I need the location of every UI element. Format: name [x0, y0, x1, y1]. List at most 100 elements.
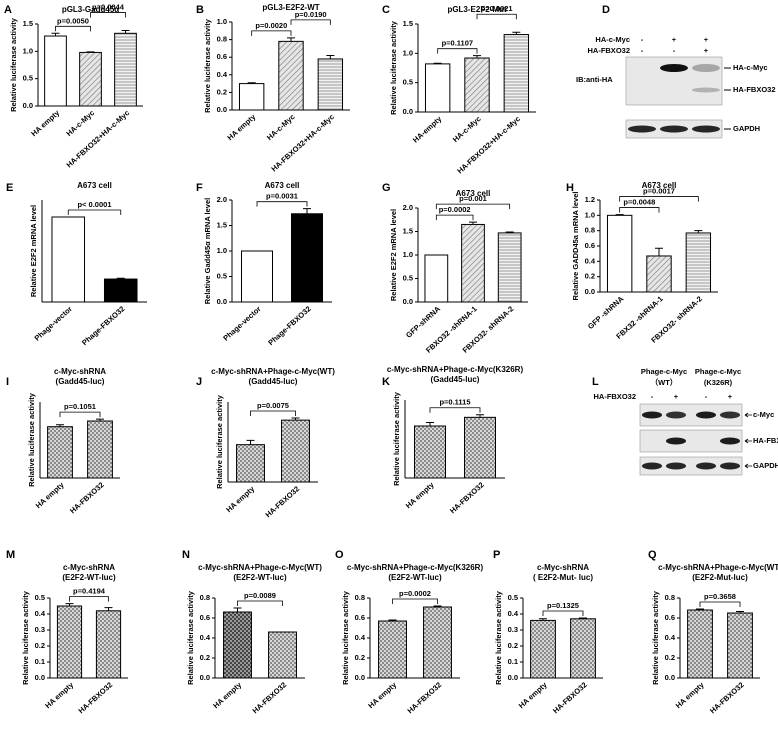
x-tick-label: HA-FBXO32+HA-c-Myc [65, 108, 132, 169]
bar [238, 83, 265, 111]
panel-letter: D [602, 4, 610, 16]
chart-subtitle: (E2F2-WT-luc) [233, 573, 287, 582]
error-bar [655, 247, 663, 256]
bar [685, 232, 712, 293]
bar [687, 609, 713, 679]
x-tick-label: HA-FBXO32 [551, 680, 589, 715]
blot-band [660, 125, 688, 133]
panel: B 0.0 0.2 0.4 0.6 0.8 1.0 Relative luciferase a… [196, 3, 350, 173]
panel-letter: Q [648, 549, 657, 561]
group-label: Phage-c-Myc [695, 367, 741, 376]
panel-letter: C [382, 4, 390, 16]
y-tick-label: 0.6 [217, 52, 227, 61]
error-bar [426, 422, 434, 426]
condition-sign: + [728, 392, 733, 401]
label-arrow [744, 463, 752, 469]
x-tick-label: HA-FBXO32 [264, 484, 302, 519]
y-tick-label: 0.2 [35, 641, 45, 650]
bar [95, 610, 122, 679]
error-bar [615, 214, 624, 216]
p-value: p=0.0017 [643, 187, 675, 196]
chart-subtitle: (E2F2-Mut-luc) [692, 573, 748, 582]
chart-title: c-Myc-shRNA+Phage-c-Myc(K326R) [347, 563, 484, 572]
y-tick-label: 0.0 [665, 673, 675, 682]
y-tick-label: 2.0 [403, 203, 413, 212]
y-axis-label: Relative luciferase activity [215, 394, 224, 489]
error-bar [116, 277, 125, 280]
error-bar [512, 31, 521, 35]
chart-subtitle: (E2F2-WT-luc) [62, 573, 116, 582]
y-tick-label: 0.6 [585, 241, 595, 250]
blot-band [692, 87, 720, 93]
error-bar [247, 82, 256, 84]
error-bar [291, 417, 300, 421]
y-axis-label: Relative luciferase activity [27, 392, 36, 487]
y-tick-label: 0.8 [665, 593, 675, 602]
bar [464, 57, 490, 113]
band-label: c-Myc [753, 410, 774, 419]
label-arrow [744, 438, 752, 444]
panel-letter: J [196, 376, 202, 388]
bar [56, 605, 83, 679]
bar [103, 278, 138, 303]
error-bar [694, 230, 703, 233]
p-value: p=0.001 [459, 194, 487, 203]
condition-sign: + [672, 35, 677, 44]
x-tick-label: HA-FBXO32 [448, 480, 486, 515]
p-value: p=0.0089 [244, 591, 276, 600]
y-axis-label: Relative luciferase activity [186, 590, 195, 685]
condition-sign: + [704, 46, 709, 55]
x-tick-label: HA empty [674, 680, 706, 710]
antibody-label: IB:anti-HA [576, 75, 613, 84]
bar [51, 216, 86, 303]
error-bar [505, 231, 514, 233]
significance-bracket [59, 411, 101, 418]
p-value: p=0.0031 [266, 192, 298, 201]
y-axis-label: Relative E2F2 mRNA level [29, 205, 38, 297]
chart-title: c-Myc-shRNA [54, 367, 106, 376]
bar [424, 254, 449, 303]
error-bar [96, 418, 104, 421]
blot-band [696, 462, 716, 470]
panel-letter: A [4, 4, 12, 16]
panel: H 0.0 0.2 0.4 0.6 0.8 1.0 1.2 Relative GADD45a m… [566, 181, 718, 345]
x-tick-label: Phage-vector [33, 304, 74, 343]
bar [236, 444, 265, 483]
blot-band [642, 411, 662, 419]
y-tick-label: 0.2 [217, 87, 227, 96]
panel-letter: E [6, 182, 13, 194]
blot-band [660, 64, 688, 72]
y-tick-label: 1.5 [217, 220, 227, 229]
bar [47, 426, 73, 479]
chart-subtitle: ( E2F2-Mut- luc) [533, 573, 593, 582]
panel: F 0.0 0.5 1.0 1.5 2.0 Relative Gadd45α mRNA le… [196, 181, 332, 347]
bar [317, 58, 344, 111]
y-tick-label: 0.4 [200, 633, 211, 642]
bar [268, 631, 297, 679]
panel: C 0.0 0.5 1.0 1.5 Relative luciferase activit… [382, 4, 536, 175]
y-tick-label: 0.4 [665, 633, 676, 642]
condition-sign: + [704, 35, 709, 44]
y-tick-label: 0.1 [35, 657, 45, 666]
x-tick-label: HA-c-Myc [64, 108, 96, 138]
p-value: p=0.0190 [295, 10, 327, 19]
band-label: GAPDH [733, 124, 760, 133]
error-bar [473, 55, 481, 59]
panel: O 0.0 0.2 0.4 0.6 0.8 Relative luciferase acti… [335, 549, 483, 716]
y-axis-label: Relative luciferase activity [389, 20, 398, 115]
y-tick-label: 0.4 [217, 70, 228, 79]
y-tick-label: 0.6 [200, 613, 210, 622]
panel-letter: B [196, 4, 204, 16]
x-tick-label: HA-FBXO32 [708, 680, 746, 715]
p-value: p=0.3658 [704, 592, 736, 601]
y-axis-label: Relative luciferase activity [494, 590, 503, 685]
blot-band [666, 462, 686, 470]
significance-bracket [542, 610, 584, 616]
blot-panel: D HA-c-Myc - + + HA-FBXO32 - - + IB:anti-HA HA-c-M… [576, 4, 776, 139]
y-tick-label: 1.5 [403, 19, 413, 28]
p-value: p=0.0044 [92, 3, 125, 12]
y-axis-label: Relative luciferase activity [392, 391, 401, 486]
condition-sign: + [674, 392, 679, 401]
